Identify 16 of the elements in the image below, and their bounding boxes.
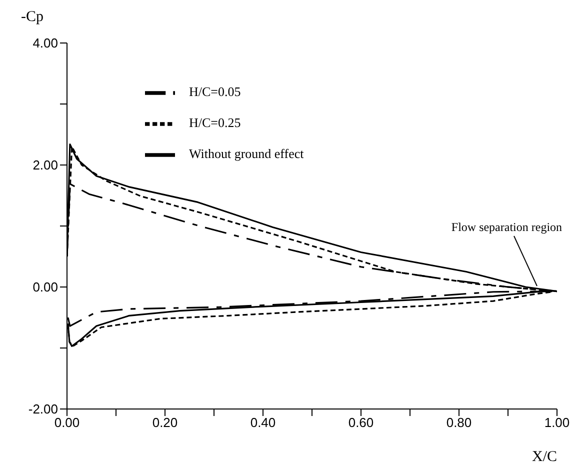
x-tick-label: 0.80 xyxy=(446,415,472,430)
legend-label: Without ground effect xyxy=(189,146,304,162)
y-tick-label: 2.00 xyxy=(32,158,58,173)
annotation: Flow separation region xyxy=(451,220,562,234)
x-axis-title: X/C xyxy=(532,449,557,465)
x-tick-label: 0.00 xyxy=(54,415,80,430)
y-tick-label: 4.00 xyxy=(32,36,58,51)
y-tick-label: -2.00 xyxy=(28,402,58,417)
legend-label: H/C=0.25 xyxy=(189,115,241,130)
x-tick-label: 0.20 xyxy=(152,415,178,430)
y-axis-title: -Cp xyxy=(21,9,44,25)
x-tick-label: 0.40 xyxy=(250,415,276,430)
legend-label: H/C=0.05 xyxy=(189,84,241,99)
x-tick-label: 0.60 xyxy=(348,415,374,430)
y-tick-label: 0.00 xyxy=(32,280,58,295)
x-tick-label: 1.00 xyxy=(544,415,570,430)
